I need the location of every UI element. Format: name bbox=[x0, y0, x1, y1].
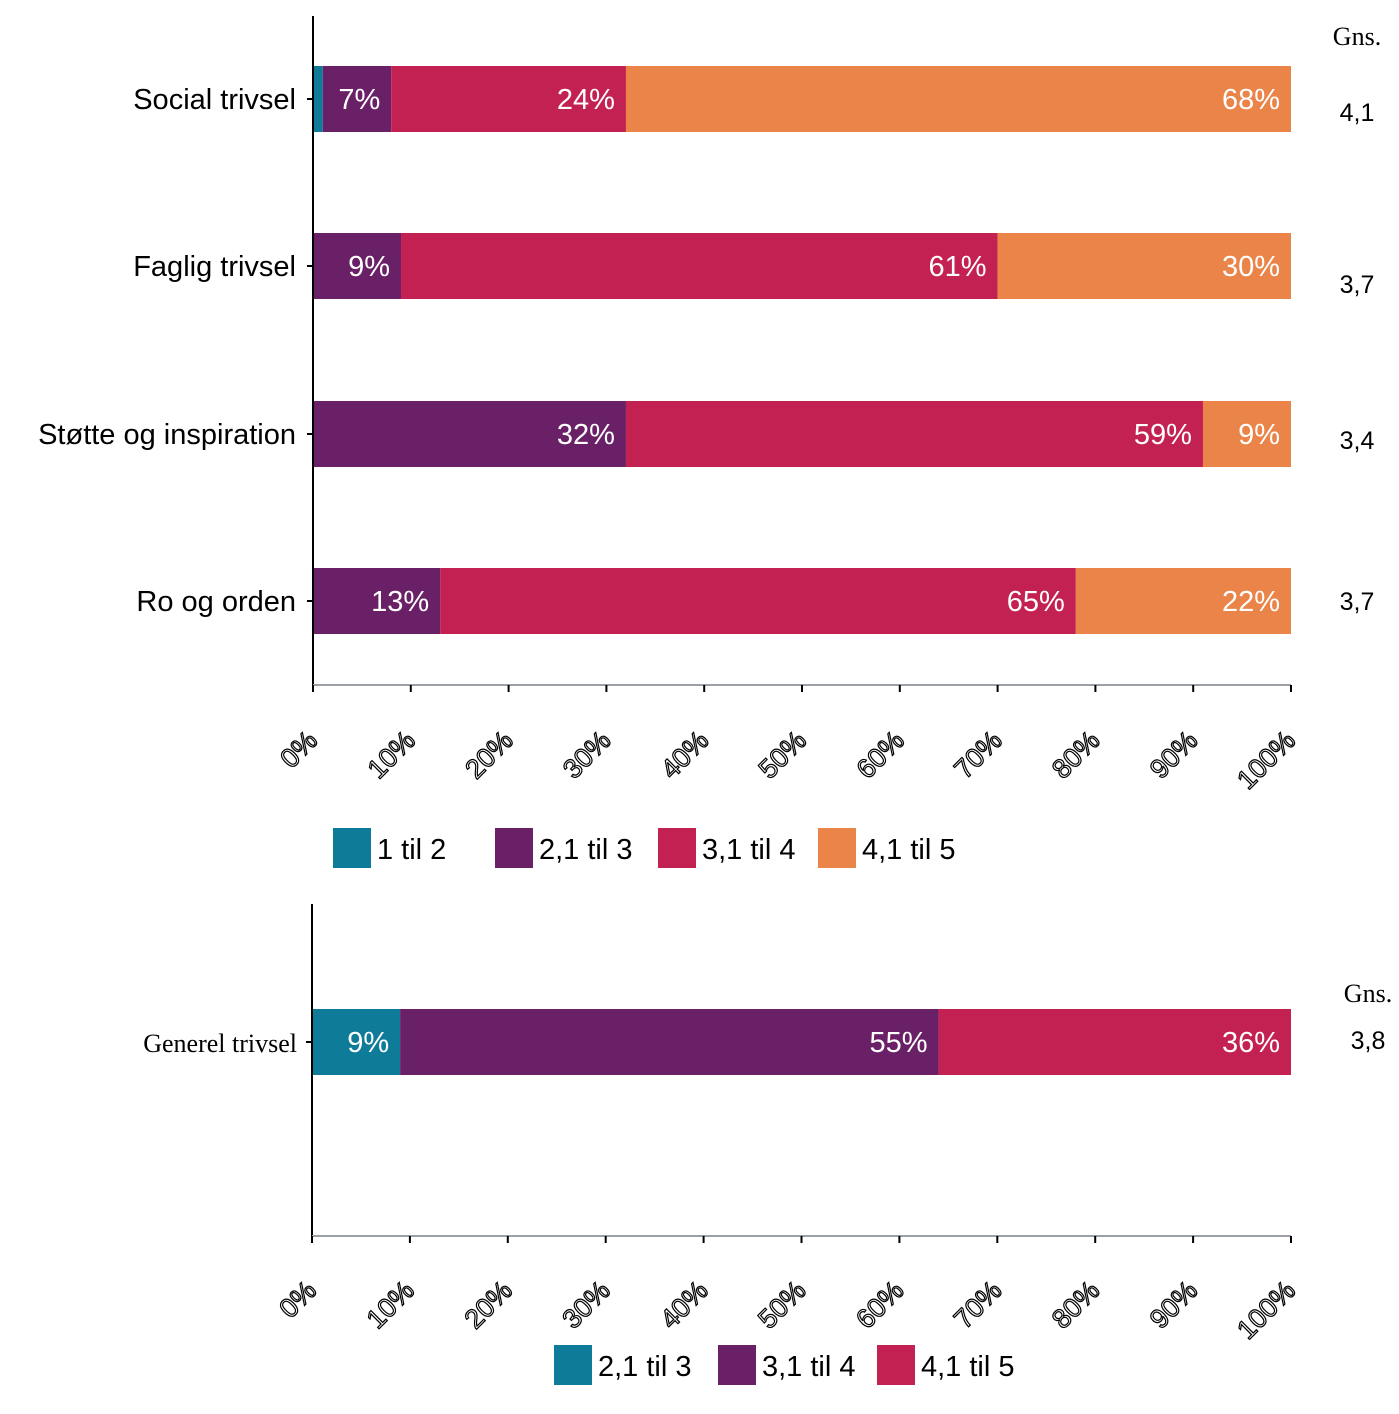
legend-label: 1 til 2 bbox=[377, 834, 446, 866]
legend-label: 2,1 til 3 bbox=[598, 1351, 692, 1383]
x-tick-label: 80% bbox=[1046, 1275, 1105, 1334]
legend-swatch bbox=[877, 1345, 915, 1385]
bar-segment bbox=[938, 1009, 1291, 1075]
x-tick-label: 100% bbox=[1231, 1275, 1301, 1345]
bar-segment bbox=[625, 401, 1203, 467]
legend: 2,1 til 3 3,1 til 4 4,1 til 5 bbox=[554, 1345, 1015, 1385]
bar-segment bbox=[322, 66, 392, 132]
legend-item: 2,1 til 3 bbox=[495, 828, 633, 868]
data-label: 68% bbox=[1222, 84, 1280, 116]
x-tick-label: 100% bbox=[1231, 725, 1301, 795]
x-tick-label: 10% bbox=[362, 725, 421, 784]
x-tick-label: 30% bbox=[557, 725, 616, 784]
category-label: Faglig trivsel bbox=[133, 251, 296, 283]
mean-value: 4,1 bbox=[1340, 99, 1375, 127]
legend-label: 4,1 til 5 bbox=[862, 834, 956, 866]
x-tick-label: 70% bbox=[948, 725, 1007, 784]
legend-swatch bbox=[554, 1345, 592, 1385]
x-tick-label: 50% bbox=[752, 1275, 811, 1334]
bar-segment bbox=[1075, 568, 1291, 634]
data-label: 24% bbox=[557, 84, 615, 116]
x-tick-label: 0% bbox=[273, 1275, 322, 1324]
category-label: Generel trivsel bbox=[143, 1029, 297, 1058]
legend-label: 3,1 til 4 bbox=[762, 1351, 856, 1383]
data-label: 22% bbox=[1222, 586, 1280, 618]
legend-item: 4,1 til 5 bbox=[877, 1345, 1015, 1385]
bar-segment bbox=[313, 401, 626, 467]
mean-header: Gns. bbox=[1333, 22, 1381, 51]
legend-swatch bbox=[718, 1345, 756, 1385]
bar-segment bbox=[625, 66, 1291, 132]
data-label: 32% bbox=[557, 419, 615, 451]
bar-segment bbox=[312, 1009, 401, 1075]
x-tick-label: 20% bbox=[459, 725, 518, 784]
bar-segment bbox=[401, 233, 998, 299]
legend-swatch bbox=[658, 828, 696, 868]
category-label: Social trivsel bbox=[133, 84, 296, 116]
x-tick-label: 40% bbox=[654, 1275, 713, 1334]
x-tick-label: 40% bbox=[655, 725, 714, 784]
x-tick-label: 50% bbox=[753, 725, 812, 784]
x-tick-label: 60% bbox=[851, 725, 910, 784]
data-label: 61% bbox=[929, 251, 987, 283]
chart-overall-wellbeing: 9% 55% 36% Generel trivsel 3,8 Gns. 0% 10% 20% 30… bbox=[143, 904, 1392, 1385]
legend-item: 1 til 2 bbox=[333, 828, 446, 868]
mean-value: 3,8 bbox=[1351, 1027, 1386, 1055]
legend-label: 3,1 til 4 bbox=[702, 834, 796, 866]
mean-value: 3,4 bbox=[1340, 427, 1375, 455]
x-tick-label: 10% bbox=[361, 1275, 420, 1334]
category-label: Ro og orden bbox=[136, 586, 296, 618]
legend-item: 3,1 til 4 bbox=[658, 828, 796, 868]
bar-segment bbox=[1202, 401, 1291, 467]
bar-segment bbox=[313, 233, 402, 299]
legend-item: 4,1 til 5 bbox=[818, 828, 956, 868]
bar-segment bbox=[997, 233, 1291, 299]
bar-segment bbox=[440, 568, 1076, 634]
legend-label: 2,1 til 3 bbox=[539, 834, 633, 866]
mean-header: Gns. bbox=[1344, 979, 1392, 1008]
x-tick-label: 70% bbox=[948, 1275, 1007, 1334]
legend: 1 til 2 2,1 til 3 3,1 til 4 4,1 til 5 bbox=[333, 828, 956, 868]
chart-dimensions: 7% 24% 68% Social trivsel 4,1 9% 61% 30% Faglig … bbox=[38, 16, 1381, 868]
data-label: 30% bbox=[1222, 251, 1280, 283]
legend-item: 2,1 til 3 bbox=[554, 1345, 692, 1385]
legend-label: 4,1 til 5 bbox=[921, 1351, 1015, 1383]
x-tick-label: 80% bbox=[1046, 725, 1105, 784]
x-tick-label: 0% bbox=[274, 725, 323, 774]
data-label: 55% bbox=[870, 1027, 928, 1059]
bar-segment bbox=[391, 66, 626, 132]
bar-segment bbox=[313, 568, 441, 634]
data-label: 36% bbox=[1222, 1027, 1280, 1059]
data-label: 13% bbox=[371, 586, 429, 618]
x-tick-label: 90% bbox=[1144, 1275, 1203, 1334]
legend-swatch bbox=[333, 828, 371, 868]
bar-segment bbox=[400, 1009, 939, 1075]
data-label: 9% bbox=[1238, 419, 1280, 451]
category-label: Støtte og inspiration bbox=[38, 419, 296, 451]
legend-swatch bbox=[495, 828, 533, 868]
x-tick-label: 90% bbox=[1144, 725, 1203, 784]
mean-value: 3,7 bbox=[1340, 271, 1375, 299]
mean-value: 3,7 bbox=[1340, 588, 1375, 616]
data-label: 7% bbox=[338, 84, 380, 116]
data-label: 9% bbox=[347, 1027, 389, 1059]
x-tick-label: 30% bbox=[557, 1275, 616, 1334]
bar-segment bbox=[313, 66, 323, 132]
data-label: 65% bbox=[1007, 586, 1065, 618]
x-tick-label: 20% bbox=[459, 1275, 518, 1334]
legend-item: 3,1 til 4 bbox=[718, 1345, 856, 1385]
data-label: 59% bbox=[1134, 419, 1192, 451]
data-label: 9% bbox=[348, 251, 390, 283]
legend-swatch bbox=[818, 828, 856, 868]
x-tick-label: 60% bbox=[850, 1275, 909, 1334]
